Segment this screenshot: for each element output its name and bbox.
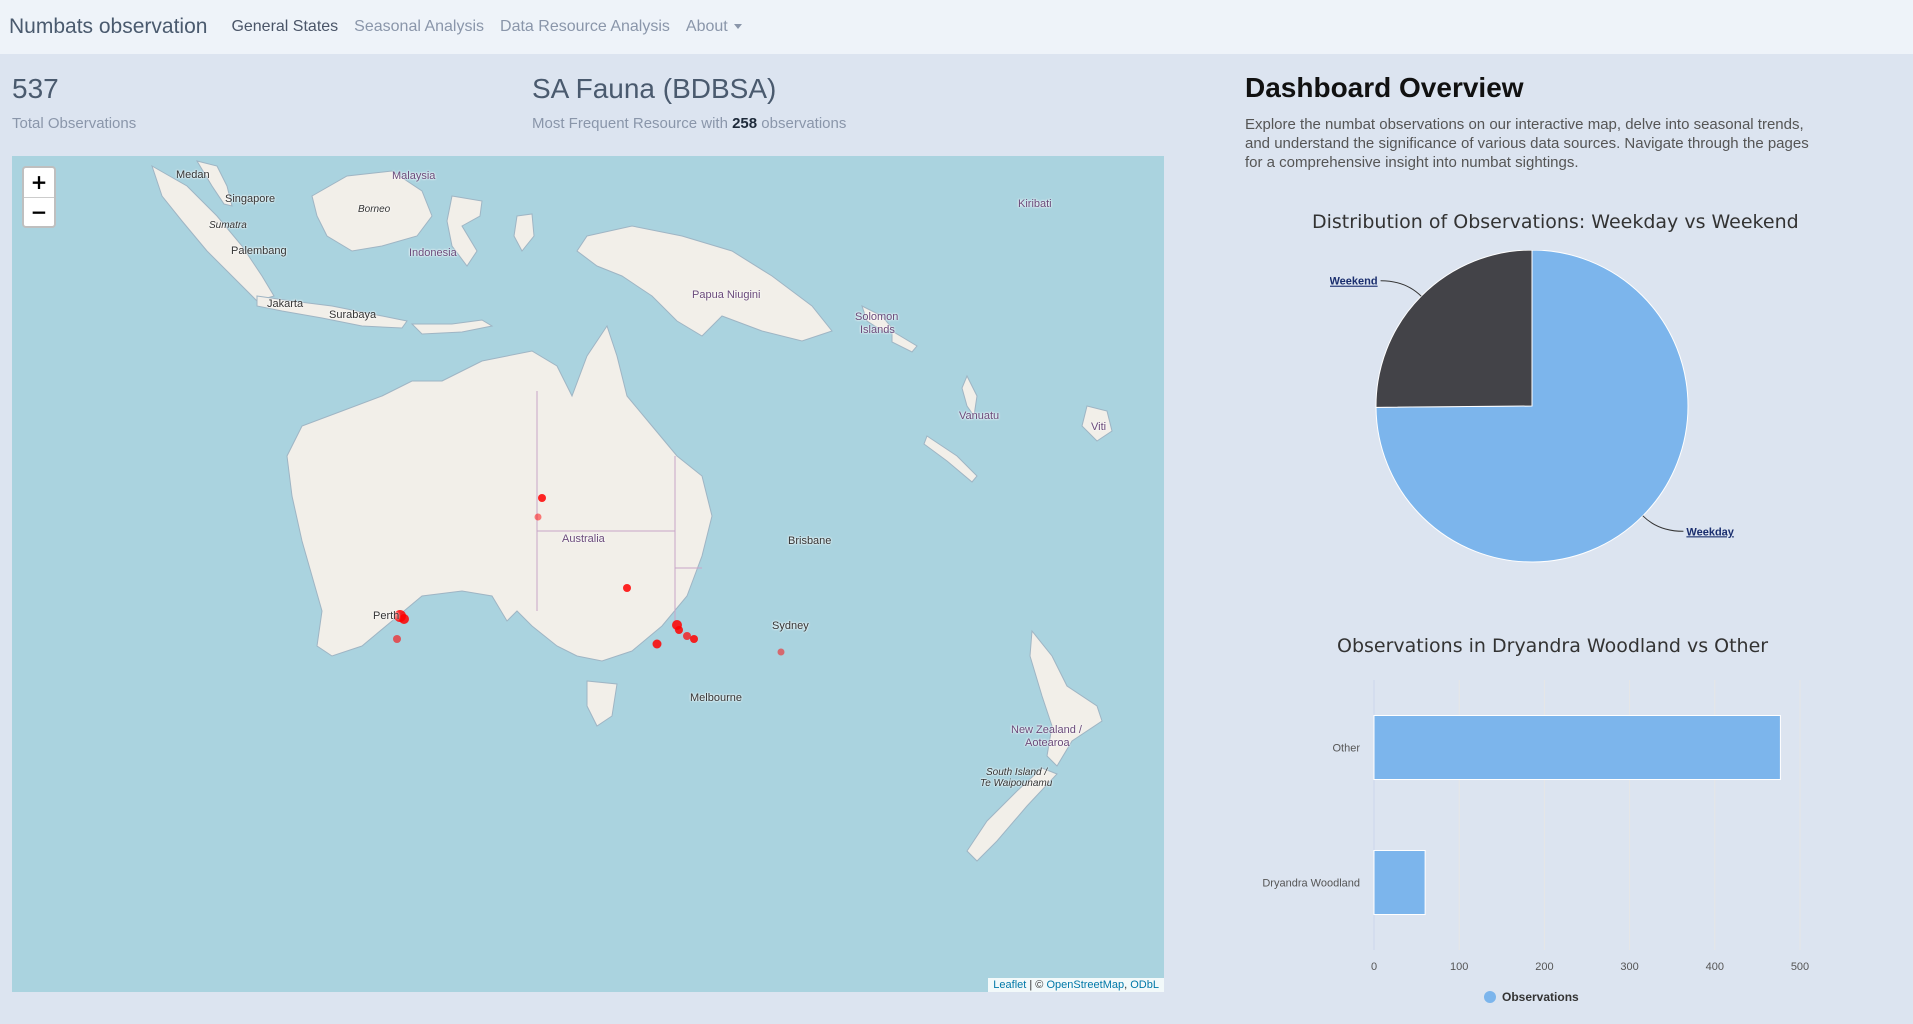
total-observations-label: Total Observations <box>12 115 137 132</box>
pie-chart-title: Distribution of Observations: Weekday vs… <box>1312 211 1799 233</box>
map-label: Sumatra <box>209 220 247 231</box>
zoom-control: + − <box>22 166 56 228</box>
map-label: Aotearoa <box>1025 737 1070 749</box>
map-label: Te Waipounamu <box>980 778 1053 789</box>
pie-slice-weekday[interactable] <box>1375 250 1689 563</box>
frequent-resource-stat: SA Fauna (BDBSA) Most Frequent Resource … <box>532 73 846 132</box>
nav-seasonal-analysis[interactable]: Seasonal Analysis <box>354 18 485 35</box>
legend-label: Observations <box>1502 990 1579 1004</box>
bar-x-tick: 400 <box>1706 961 1724 973</box>
bar-category-label: Dryandra Woodland <box>1262 878 1360 890</box>
map-label: Australia <box>562 533 605 545</box>
map-label: Malaysia <box>392 170 436 182</box>
map-label: Solomon <box>855 311 899 323</box>
zoom-out-button[interactable]: − <box>24 197 54 226</box>
bar-chart-legend[interactable]: Observations <box>1484 990 1579 1004</box>
map-label: Jakarta <box>267 298 304 310</box>
odbl-link[interactable]: ODbL <box>1130 979 1159 991</box>
nav-general-states[interactable]: General States <box>231 18 339 35</box>
dashboard-description: Explore the numbat observations on our i… <box>1245 116 1809 171</box>
bar-x-tick: 500 <box>1791 961 1809 973</box>
bar-other[interactable] <box>1373 715 1781 780</box>
nav-about-dropdown[interactable]: About <box>686 18 742 36</box>
map-label: Indonesia <box>409 247 457 259</box>
pie-connector <box>1642 515 1684 532</box>
pie-label-weekend[interactable]: Weekend <box>1330 276 1378 288</box>
map-label: Surabaya <box>329 309 377 321</box>
pie-label-weekday[interactable]: Weekday <box>1686 526 1734 538</box>
bar-dryandra-woodland[interactable] <box>1373 850 1426 915</box>
resource-label-suffix: observations <box>761 115 847 132</box>
attribution-comma: , <box>1124 979 1131 991</box>
map-label: Singapore <box>225 193 276 205</box>
nav-about-label: About <box>685 18 728 35</box>
pie-chart: Weekday Weekend <box>1330 250 1735 563</box>
bar-chart-title: Observations in Dryandra Woodland vs Oth… <box>1337 635 1769 657</box>
pie-slice-weekend[interactable] <box>1375 250 1533 408</box>
map-label: New Zealand / <box>1011 724 1082 736</box>
bar-category-label: Other <box>1332 743 1360 755</box>
chevron-down-icon <box>733 24 742 30</box>
navbar: Numbats observation General States Seaso… <box>0 0 1913 54</box>
map-label: Papua Niugini <box>692 289 761 301</box>
map-label: Melbourne <box>690 692 742 704</box>
map-label: Islands <box>860 324 895 336</box>
map-label: Borneo <box>358 204 391 215</box>
bar-x-tick: 0 <box>1371 961 1377 973</box>
brand-title[interactable]: Numbats observation <box>9 15 208 38</box>
map-label: Vanuatu <box>959 410 1000 422</box>
osm-link[interactable]: OpenStreetMap <box>1046 979 1125 991</box>
map-label: Viti <box>1091 421 1107 433</box>
bar-x-tick: 200 <box>1535 961 1553 973</box>
map-label: Medan <box>176 169 210 181</box>
zoom-in-button[interactable]: + <box>30 170 48 194</box>
observation-map[interactable]: Medan Malaysia Singapore Borneo Sumatra … <box>12 156 1164 992</box>
map-label: South Island / <box>986 767 1048 778</box>
frequent-resource-label: Most Frequent Resource with 258 observat… <box>532 115 846 132</box>
map-label: Perth <box>373 610 400 622</box>
nav-data-resource-analysis[interactable]: Data Resource Analysis <box>500 18 670 35</box>
map-attribution: Leaflet | © OpenStreetMap, ODbL <box>988 978 1164 992</box>
resource-label-prefix: Most Frequent Resource with <box>532 115 728 132</box>
frequent-resource-value: SA Fauna (BDBSA) <box>532 73 777 104</box>
map-label: Brisbane <box>788 535 832 547</box>
map-tiles <box>151 160 1113 862</box>
map-label: Sydney <box>772 620 809 632</box>
total-observations-stat: 537 Total Observations <box>12 73 136 132</box>
map-label: Kiribati <box>1018 198 1052 210</box>
bar-x-tick: 300 <box>1620 961 1638 973</box>
attribution-separator: | © <box>1026 979 1047 991</box>
pie-connector <box>1380 280 1422 297</box>
total-observations-value: 537 <box>12 73 59 104</box>
leaflet-link[interactable]: Leaflet <box>993 979 1027 991</box>
bar-x-tick: 100 <box>1450 961 1468 973</box>
resource-count: 258 <box>732 115 758 132</box>
dashboard-title: Dashboard Overview <box>1245 72 1524 103</box>
legend-marker <box>1484 991 1496 1003</box>
bar-chart: 0 100 200 300 400 500 Other Dryandra Woodland <box>1262 680 1809 973</box>
map-label: Palembang <box>231 245 287 257</box>
